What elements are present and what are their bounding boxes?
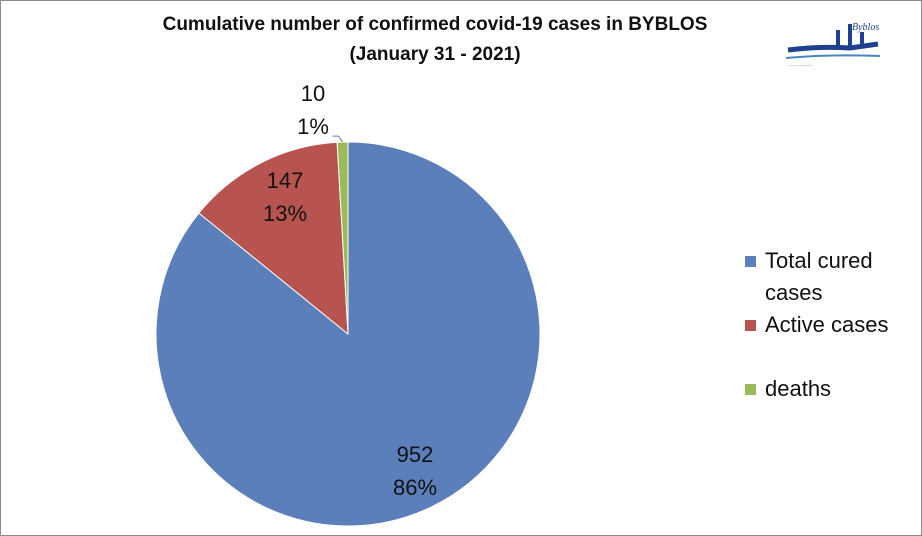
chart-subtitle: (January 31 - 2021) [349, 44, 521, 65]
data-label-total-cured: 952 86% [375, 438, 455, 504]
legend-swatch [745, 256, 756, 267]
data-label-value: 147 [266, 168, 304, 193]
legend-swatch [745, 320, 756, 331]
data-label-deaths: 10 1% [273, 77, 353, 143]
svg-text:……………: …………… [788, 62, 813, 68]
data-label-value: 10 [300, 81, 326, 106]
data-label-value: 952 [396, 442, 434, 467]
data-label-percent: 1% [297, 114, 329, 139]
data-label-active: 147 13% [245, 164, 325, 230]
slice-active [198, 141, 349, 336]
legend-label: Active cases [765, 312, 889, 337]
byblos-logo-icon: Byblos …………… [785, 22, 881, 68]
chart-title: Cumulative number of confirmed covid-19 … [162, 14, 708, 35]
deaths-leader-line [332, 135, 343, 143]
svg-text:Byblos: Byblos [852, 22, 879, 33]
legend-label: deaths [765, 376, 832, 401]
legend-swatch [745, 384, 756, 395]
slice-deaths [336, 141, 349, 335]
data-label-percent: 86% [392, 475, 438, 500]
legend-label: Total cured cases [765, 248, 873, 305]
data-label-percent: 13% [262, 201, 308, 226]
